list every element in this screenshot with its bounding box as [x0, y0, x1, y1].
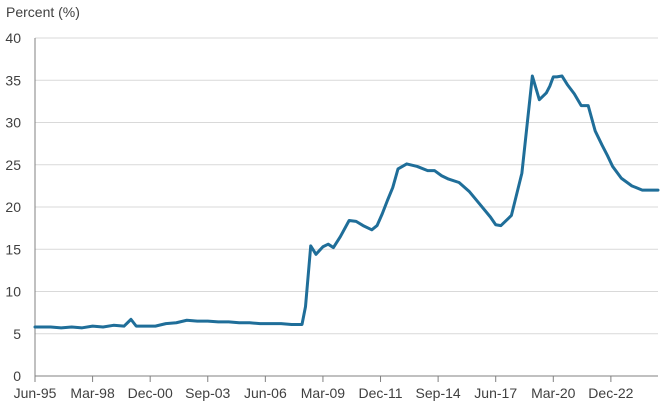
x-tick-label: Mar-98	[70, 385, 115, 401]
y-axis-ticks: 0 5 10 15 20 25 30 35 40	[5, 30, 21, 384]
x-tick-label: Jun-06	[244, 385, 287, 401]
gridlines	[35, 37, 658, 335]
x-tick-label: Jun-95	[14, 385, 57, 401]
series-group	[33, 74, 660, 330]
x-tick-label: Jun-17	[474, 385, 517, 401]
y-tick-label: 10	[5, 284, 21, 300]
y-tick-label: 0	[13, 368, 21, 384]
x-tick-label: Dec-22	[588, 385, 633, 401]
x-tick-label: Dec-11	[358, 385, 402, 401]
x-tick-label: Mar-20	[531, 385, 576, 401]
y-tick-label: 25	[5, 157, 21, 173]
y-tick-label: 35	[5, 72, 21, 88]
y-tick-label: 20	[5, 199, 21, 215]
y-tick-label: 5	[13, 326, 21, 342]
y-axis-title: Percent (%)	[6, 4, 80, 20]
x-tick-label: Sep-03	[185, 385, 230, 401]
x-axis: Jun-95 Mar-98 Dec-00 Sep-03 Jun-06 Mar-09 Dec-…	[14, 38, 658, 401]
y-tick-label: 30	[5, 115, 21, 131]
x-tick-label: Sep-14	[416, 385, 461, 401]
y-tick-label: 15	[5, 241, 21, 257]
y-tick-label: 40	[5, 30, 21, 46]
x-tick-label: Dec-00	[128, 385, 173, 401]
x-tick-label: Mar-09	[301, 385, 346, 401]
series-line	[33, 74, 660, 330]
